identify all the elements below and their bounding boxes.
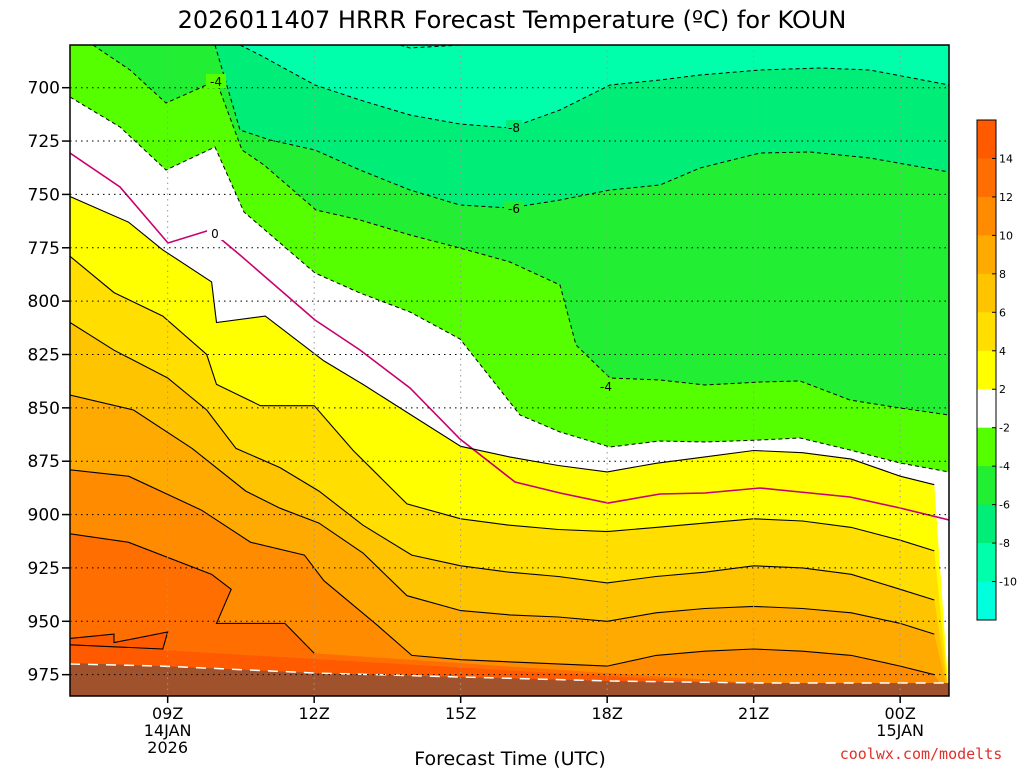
plot-frame — [69, 44, 950, 697]
y-tick-label: 925 — [28, 559, 60, 579]
colorbar-segment — [977, 504, 996, 544]
y-tick-label: 850 — [28, 399, 60, 419]
y-tick-label: 725 — [28, 132, 60, 152]
isotherm-minus-2 — [70, 96, 949, 473]
isotherm-6 — [70, 322, 935, 601]
y-tick-label: 950 — [28, 612, 60, 632]
colorbar-segment — [977, 235, 996, 275]
x-tick-label: 18Z — [592, 704, 623, 723]
colorbar-label: -4 — [999, 460, 1010, 473]
x-tick-label: 15Z — [445, 704, 476, 723]
isotherm-10 — [70, 469, 935, 676]
contour-label: 0 — [211, 227, 219, 241]
isotherm-4 — [70, 255, 935, 552]
chart-title: 2026011407 HRRR Forecast Temperature (ºC… — [178, 6, 847, 34]
contour-label: -4 — [600, 380, 612, 394]
contour-label-bg — [207, 226, 223, 240]
colorbar-segment — [977, 350, 996, 390]
colorbar-label: -6 — [999, 499, 1010, 512]
colorbar-segment — [977, 312, 996, 352]
y-axis: 700 725 750 775 800 825 850 875 900 925 950 975 — [28, 79, 70, 686]
credit-text: coolwx.com/modelts — [840, 745, 1003, 763]
colorbar-label: 14 — [999, 152, 1013, 165]
colorbar: 14 12 10 8 6 4 2 -2 -4 -6 -8 -10 — [976, 119, 1017, 621]
colorbar-label: 10 — [999, 229, 1013, 242]
colorbar-segment — [977, 196, 996, 236]
colorbar-segment — [977, 543, 996, 583]
isotherm-2 — [70, 195, 935, 486]
isotherm-lines-positive — [70, 195, 935, 676]
isotherm-minus-8 — [239, 45, 949, 129]
colorbar-segment — [977, 427, 996, 467]
contour-label-bg — [206, 74, 226, 88]
colorbar-label: -10 — [999, 576, 1017, 589]
isotherm-8 — [70, 394, 935, 635]
y-tick-label: 750 — [28, 185, 60, 205]
y-tick-label: 775 — [28, 239, 60, 259]
contour-label-bg — [504, 201, 524, 215]
isotherm-minus-10 — [399, 45, 461, 49]
colorbar-frame — [976, 119, 997, 621]
band-12-to-14 — [70, 533, 949, 696]
colorbar-segment — [977, 466, 996, 506]
x-tick-label: 21Z — [738, 704, 769, 723]
contour-labels: -4 0 -8 -6 -4 — [206, 74, 616, 394]
x-tick-label: 12Z — [299, 704, 330, 723]
colorbar-segment — [977, 581, 996, 621]
y-tick-label: 875 — [28, 452, 60, 472]
surface-pressure-line — [70, 663, 949, 684]
y-tick-label: 825 — [28, 345, 60, 365]
colorbar-segment — [977, 273, 996, 313]
isotherm-14 — [70, 631, 169, 650]
contour-label-bg — [596, 379, 616, 393]
contour-label-bg — [506, 120, 522, 134]
contour-label: -4 — [210, 75, 222, 89]
x-tick-label: 00Z — [885, 704, 916, 723]
colorbar-segment — [977, 120, 996, 159]
colorbar-label: 6 — [999, 306, 1006, 319]
colorbar-label: -2 — [999, 422, 1010, 435]
isotherm-minus-4-upper — [92, 45, 949, 416]
isotherm-minus-6 — [214, 45, 949, 209]
colorbar-label: 2 — [999, 383, 1006, 396]
plot-area — [70, 45, 949, 696]
x-tick-label: 09Z — [152, 704, 183, 723]
x-tick-date: 15JAN — [876, 721, 924, 740]
vertical-gridlines — [167, 45, 901, 696]
y-tick-label: 800 — [28, 292, 60, 312]
contour-label: -6 — [508, 202, 520, 216]
x-axis-label: Forecast Time (UTC) — [414, 748, 605, 768]
isotherm-12 — [70, 533, 315, 654]
colorbar-segment — [977, 389, 996, 429]
y-tick-label: 700 — [28, 79, 60, 99]
colorbar-label: 4 — [999, 345, 1006, 358]
ground-surface — [70, 663, 949, 696]
colorbar-label: 8 — [999, 268, 1006, 281]
colorbar-label: 12 — [999, 191, 1013, 204]
x-tick-year: 2026 — [147, 738, 188, 757]
colorbar-segment — [977, 158, 996, 198]
contour-label: -8 — [508, 121, 520, 135]
colorbar-label: -8 — [999, 537, 1010, 550]
horizontal-gridlines — [70, 87, 949, 676]
y-tick-label: 975 — [28, 666, 60, 686]
x-tick-date: 14JAN — [144, 721, 192, 740]
y-tick-label: 900 — [28, 506, 60, 526]
